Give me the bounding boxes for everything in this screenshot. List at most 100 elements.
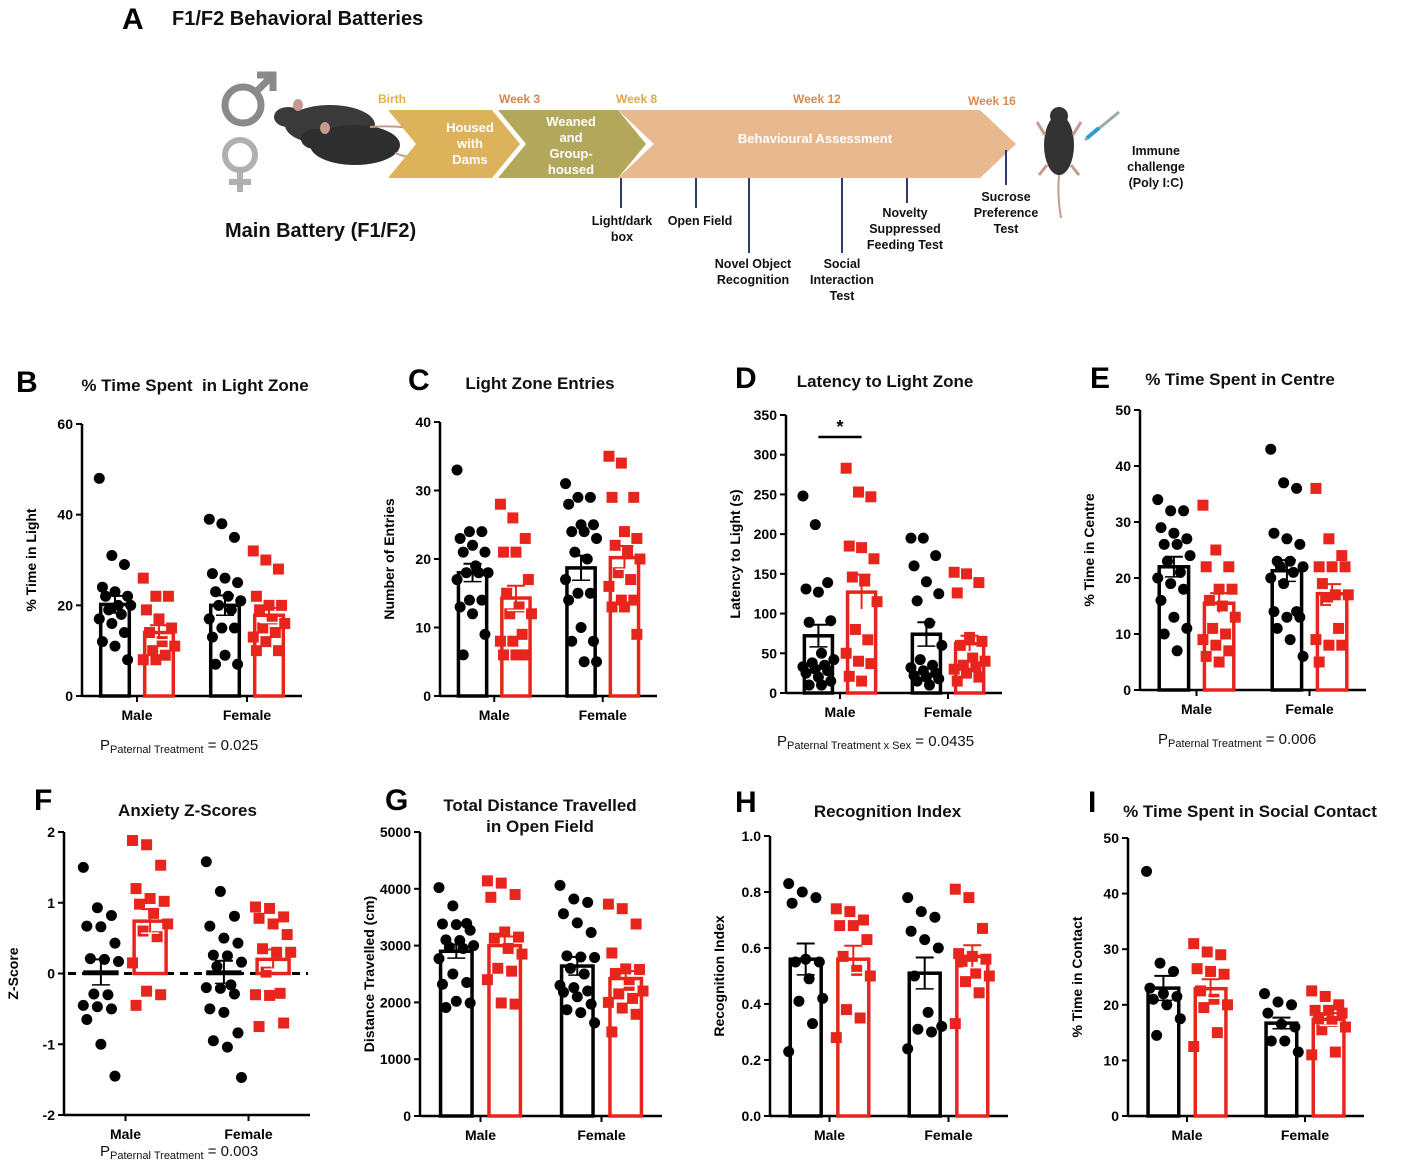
data-point: [109, 640, 121, 652]
data-point: [936, 1020, 948, 1032]
data-point: [1203, 594, 1215, 606]
y-tick-label: 0: [1123, 682, 1131, 698]
data-point: [1197, 634, 1209, 646]
data-point: [582, 896, 594, 908]
data-point: [797, 490, 809, 502]
p-subscript: Paternal Treatment x Sex: [787, 740, 912, 752]
data-point: [560, 478, 572, 490]
data-point: [463, 526, 475, 538]
data-point: [1223, 645, 1235, 657]
data-point: [861, 934, 873, 946]
data-point: [1312, 1013, 1324, 1025]
data-point: [1155, 594, 1167, 606]
stage-arrow-weaned: [498, 110, 646, 178]
data-point: [1178, 583, 1190, 595]
data-point: [105, 909, 117, 921]
y-tick-label: 0: [403, 1108, 411, 1124]
data-point: [956, 956, 968, 968]
p-label: P: [100, 737, 111, 754]
data-point: [235, 956, 247, 968]
data-point: [631, 532, 643, 544]
data-point: [967, 651, 979, 663]
data-point: [450, 995, 462, 1007]
data-point: [911, 675, 923, 687]
data-point: [225, 604, 237, 616]
data-point: [933, 673, 945, 685]
data-point: [159, 649, 171, 661]
data-point: [979, 655, 991, 667]
stage-label-assessment: Behavioural Assessment: [737, 131, 893, 146]
data-point: [130, 883, 142, 895]
data-point: [1191, 963, 1203, 975]
data-point: [630, 1008, 642, 1020]
data-point: [1184, 550, 1196, 562]
data-point: [247, 631, 259, 643]
y-tick-label: 20: [1115, 570, 1131, 586]
data-point: [109, 937, 121, 949]
data-point: [571, 991, 583, 1003]
data-point: [1154, 957, 1166, 969]
stage-line: Housed: [446, 120, 494, 135]
y-axis-label: Recognition Index: [711, 915, 727, 1037]
data-point: [602, 996, 614, 1008]
y-tick-label: 10: [1115, 626, 1131, 642]
panel-title-d: Latency to Light Zone: [796, 372, 974, 391]
y-tick-label: 20: [57, 597, 73, 613]
data-point: [796, 886, 808, 898]
data-point: [1171, 990, 1183, 1002]
endpoint-line: (Poly I:C): [1128, 176, 1184, 190]
data-point: [930, 550, 942, 562]
y-tick-label: 50: [1115, 402, 1131, 418]
data-point: [1336, 550, 1348, 562]
x-tick-label: Female: [579, 707, 627, 723]
data-point: [158, 895, 170, 907]
data-point: [228, 910, 240, 922]
data-point: [232, 577, 244, 589]
data-point: [137, 925, 149, 937]
data-point: [822, 577, 834, 589]
data-point: [443, 941, 455, 953]
chart-i: 0 10 20 30 40 50 % Time in Contact Male Female: [1069, 830, 1364, 1143]
data-point: [250, 989, 262, 1001]
data-point: [856, 542, 868, 554]
chart-d: 0 50 100 150 200 250 300 350 Latency to Light (s…: [727, 407, 1002, 720]
data-point: [1326, 1015, 1338, 1027]
y-tick-label: 40: [57, 507, 73, 523]
data-point: [1194, 985, 1206, 997]
data-point: [578, 968, 590, 980]
data-point: [922, 1006, 934, 1018]
test-label-sucrose: Sucrose Preference Test: [962, 189, 1050, 237]
data-point: [865, 491, 877, 503]
data-point: [566, 526, 578, 538]
data-point: [214, 982, 226, 994]
data-point: [207, 1035, 219, 1047]
data-point: [1141, 865, 1153, 877]
data-point: [106, 549, 118, 561]
data-point: [219, 649, 231, 661]
data-point: [1316, 578, 1328, 590]
data-point: [936, 639, 948, 651]
data-point: [169, 640, 181, 652]
stage-label-housed: Housed with Dams: [432, 120, 508, 168]
y-tick-label: 0.2: [742, 1052, 762, 1068]
data-point: [1309, 1004, 1321, 1016]
data-point: [800, 583, 812, 595]
data-point: [858, 914, 870, 926]
data-point: [822, 665, 834, 677]
y-tick-label: 0.8: [742, 884, 762, 900]
data-point: [1279, 1035, 1291, 1047]
data-point: [561, 950, 573, 962]
test-line: Novel Object: [714, 257, 792, 271]
p-label: P: [777, 733, 788, 750]
data-point: [637, 985, 649, 997]
data-point: [156, 636, 168, 648]
endpoint-immune-challenge: Immune challenge (Poly I:C): [1118, 143, 1194, 191]
stage-line: Weaned: [546, 114, 596, 129]
test-tick: [906, 178, 908, 203]
data-point: [1174, 1013, 1186, 1025]
test-tick: [841, 178, 843, 253]
x-tick-label: Male: [479, 707, 510, 723]
data-point: [954, 639, 966, 651]
data-point: [481, 875, 493, 887]
data-point: [102, 989, 114, 1001]
